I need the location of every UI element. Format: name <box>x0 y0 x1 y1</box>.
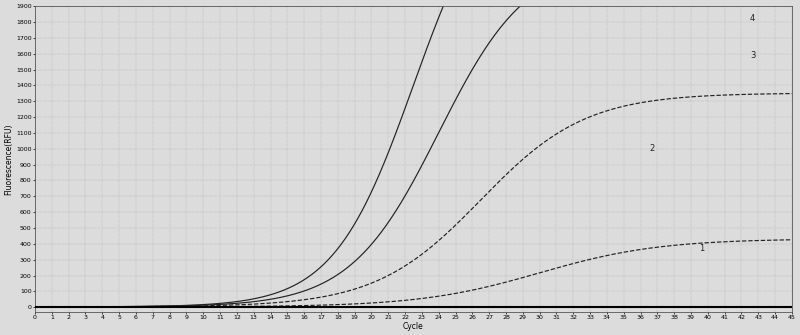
Y-axis label: Fluorescence(RFU): Fluorescence(RFU) <box>4 123 13 195</box>
Text: 4: 4 <box>750 14 755 23</box>
Text: 3: 3 <box>750 51 755 60</box>
X-axis label: Cycle: Cycle <box>403 322 424 331</box>
Text: 2: 2 <box>649 144 654 153</box>
Text: 1: 1 <box>699 244 705 253</box>
